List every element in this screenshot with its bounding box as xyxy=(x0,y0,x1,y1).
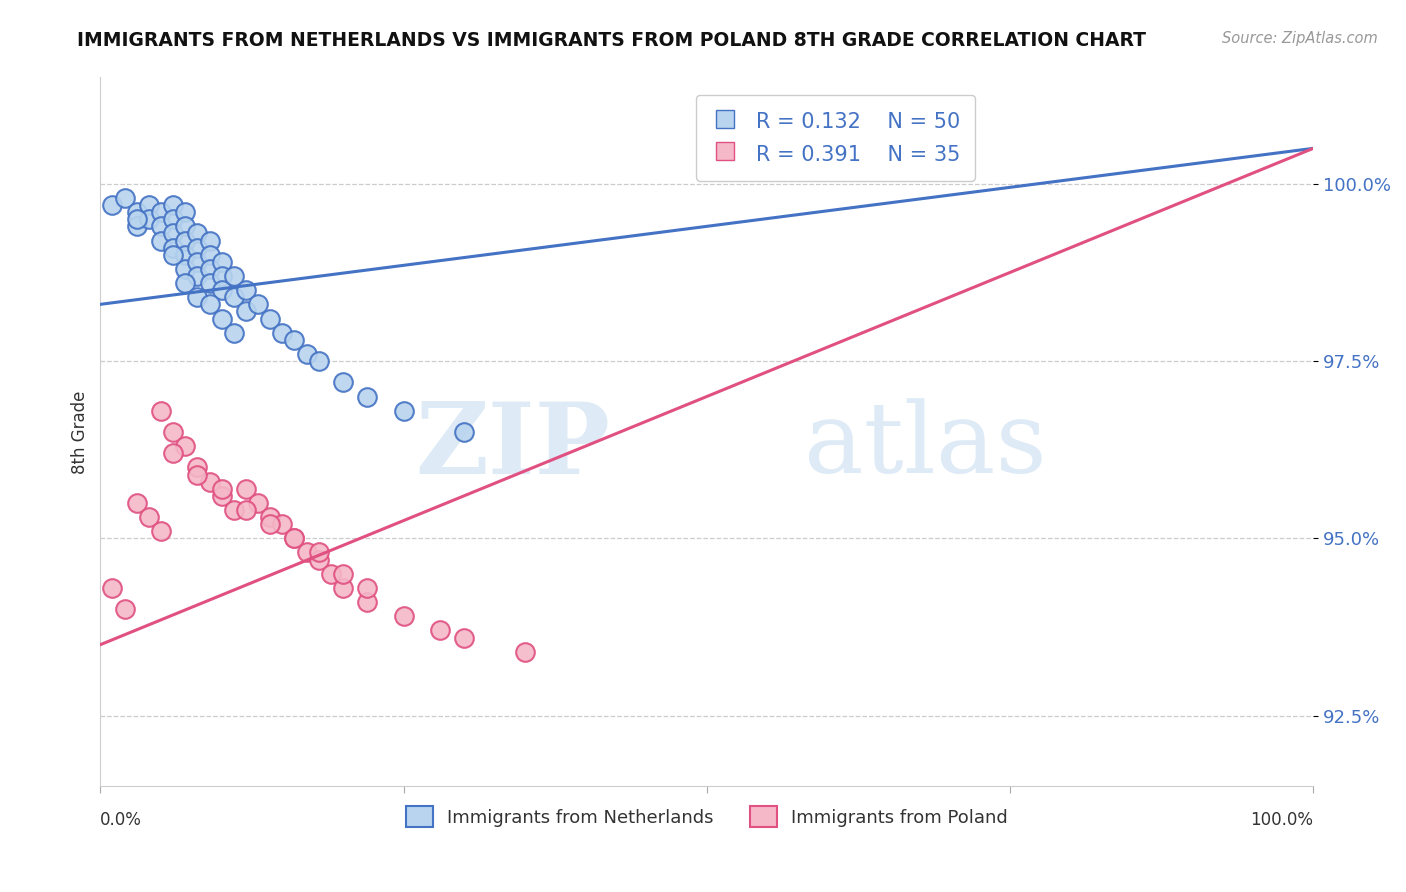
Y-axis label: 8th Grade: 8th Grade xyxy=(72,391,89,474)
Point xyxy=(125,212,148,227)
Point xyxy=(271,517,294,532)
Point xyxy=(125,219,148,234)
Point xyxy=(125,205,148,219)
Point xyxy=(259,311,281,326)
Point xyxy=(235,304,257,318)
Text: Source: ZipAtlas.com: Source: ZipAtlas.com xyxy=(1222,31,1378,46)
Text: ZIP: ZIP xyxy=(415,398,610,495)
Text: IMMIGRANTS FROM NETHERLANDS VS IMMIGRANTS FROM POLAND 8TH GRADE CORRELATION CHAR: IMMIGRANTS FROM NETHERLANDS VS IMMIGRANT… xyxy=(77,31,1146,50)
Point xyxy=(356,595,378,609)
Point xyxy=(198,475,221,489)
Point xyxy=(513,645,536,659)
Point xyxy=(392,403,415,417)
Point xyxy=(114,191,136,205)
Point xyxy=(186,254,208,268)
Point xyxy=(138,198,160,212)
Point xyxy=(392,609,415,624)
Point xyxy=(259,517,281,532)
Point xyxy=(114,602,136,616)
Point xyxy=(211,283,233,297)
Point xyxy=(356,390,378,404)
Point xyxy=(356,581,378,595)
Point xyxy=(259,510,281,524)
Point xyxy=(174,261,197,276)
Point xyxy=(211,268,233,283)
Point xyxy=(332,376,354,390)
Point xyxy=(283,531,305,545)
Point xyxy=(150,524,173,539)
Point xyxy=(247,297,270,311)
Point xyxy=(174,219,197,234)
Point xyxy=(295,347,318,361)
Point xyxy=(211,482,233,496)
Point xyxy=(125,496,148,510)
Text: 0.0%: 0.0% xyxy=(100,812,142,830)
Point xyxy=(235,503,257,517)
Point xyxy=(186,241,208,255)
Point xyxy=(453,631,475,645)
Point xyxy=(198,276,221,290)
Point xyxy=(101,581,124,595)
Point xyxy=(222,268,245,283)
Point xyxy=(211,489,233,503)
Point xyxy=(453,425,475,439)
Point xyxy=(162,248,184,262)
Point xyxy=(247,496,270,510)
Point xyxy=(186,290,208,304)
Point xyxy=(222,326,245,340)
Point xyxy=(235,482,257,496)
Point xyxy=(174,248,197,262)
Point xyxy=(162,212,184,227)
Point xyxy=(162,446,184,460)
Point xyxy=(162,198,184,212)
Point xyxy=(186,460,208,475)
Point xyxy=(332,581,354,595)
Point xyxy=(150,205,173,219)
Text: 100.0%: 100.0% xyxy=(1250,812,1313,830)
Point xyxy=(271,326,294,340)
Text: atlas: atlas xyxy=(804,398,1046,494)
Point xyxy=(222,290,245,304)
Point xyxy=(174,439,197,453)
Point xyxy=(308,545,330,559)
Point xyxy=(174,234,197,248)
Point xyxy=(222,503,245,517)
Point xyxy=(235,283,257,297)
Legend: Immigrants from Netherlands, Immigrants from Poland: Immigrants from Netherlands, Immigrants … xyxy=(398,799,1015,834)
Point xyxy=(198,297,221,311)
Point xyxy=(308,354,330,368)
Point xyxy=(332,566,354,581)
Point xyxy=(198,248,221,262)
Point xyxy=(211,254,233,268)
Point xyxy=(429,624,451,638)
Point xyxy=(138,510,160,524)
Point xyxy=(186,268,208,283)
Point xyxy=(211,311,233,326)
Point xyxy=(319,566,342,581)
Point xyxy=(162,425,184,439)
Point xyxy=(198,234,221,248)
Point xyxy=(150,403,173,417)
Point xyxy=(308,552,330,566)
Point xyxy=(101,198,124,212)
Point xyxy=(295,545,318,559)
Point xyxy=(138,212,160,227)
Point xyxy=(174,276,197,290)
Point xyxy=(186,467,208,482)
Point xyxy=(186,227,208,241)
Point xyxy=(174,205,197,219)
Point xyxy=(162,241,184,255)
Point xyxy=(283,333,305,347)
Point xyxy=(162,227,184,241)
Point xyxy=(283,531,305,545)
Point xyxy=(150,234,173,248)
Point xyxy=(150,219,173,234)
Point xyxy=(198,261,221,276)
